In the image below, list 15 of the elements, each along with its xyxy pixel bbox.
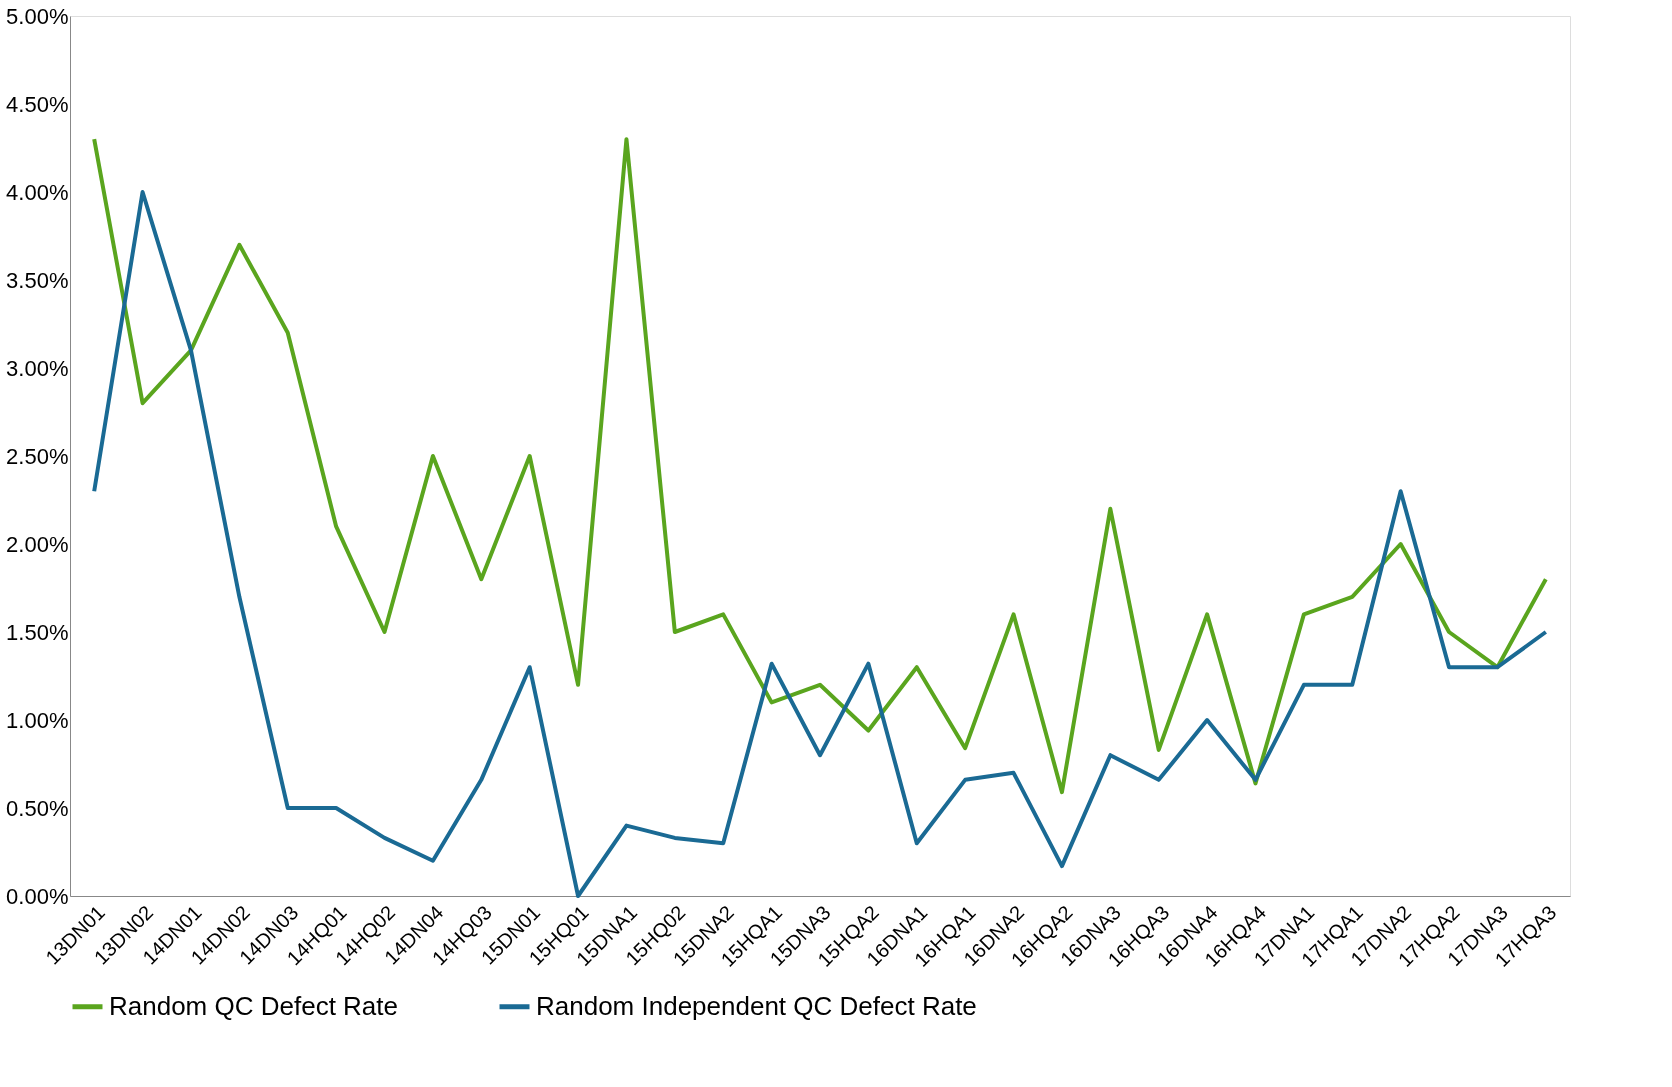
- legend-label: Random QC Defect Rate: [109, 990, 399, 1021]
- line-series: [92, 190, 1548, 898]
- y-tick-label: 1.50%: [6, 619, 69, 645]
- y-tick-label: 5.00%: [6, 3, 69, 29]
- y-tick-label: 2.50%: [6, 443, 69, 469]
- y-tick-label: 0.50%: [6, 795, 69, 821]
- y-tick-label: 3.50%: [6, 267, 69, 293]
- y-tick-label: 4.00%: [6, 179, 69, 205]
- y-tick-label: 4.50%: [6, 91, 69, 117]
- y-tick-label: 1.00%: [6, 707, 69, 733]
- line-series: [92, 137, 1548, 795]
- y-tick-label: 2.00%: [6, 531, 69, 557]
- y-tick-label: 3.00%: [6, 355, 69, 381]
- legend-label: Random Independent QC Defect Rate: [536, 990, 977, 1021]
- y-tick-label: 0.00%: [6, 883, 69, 909]
